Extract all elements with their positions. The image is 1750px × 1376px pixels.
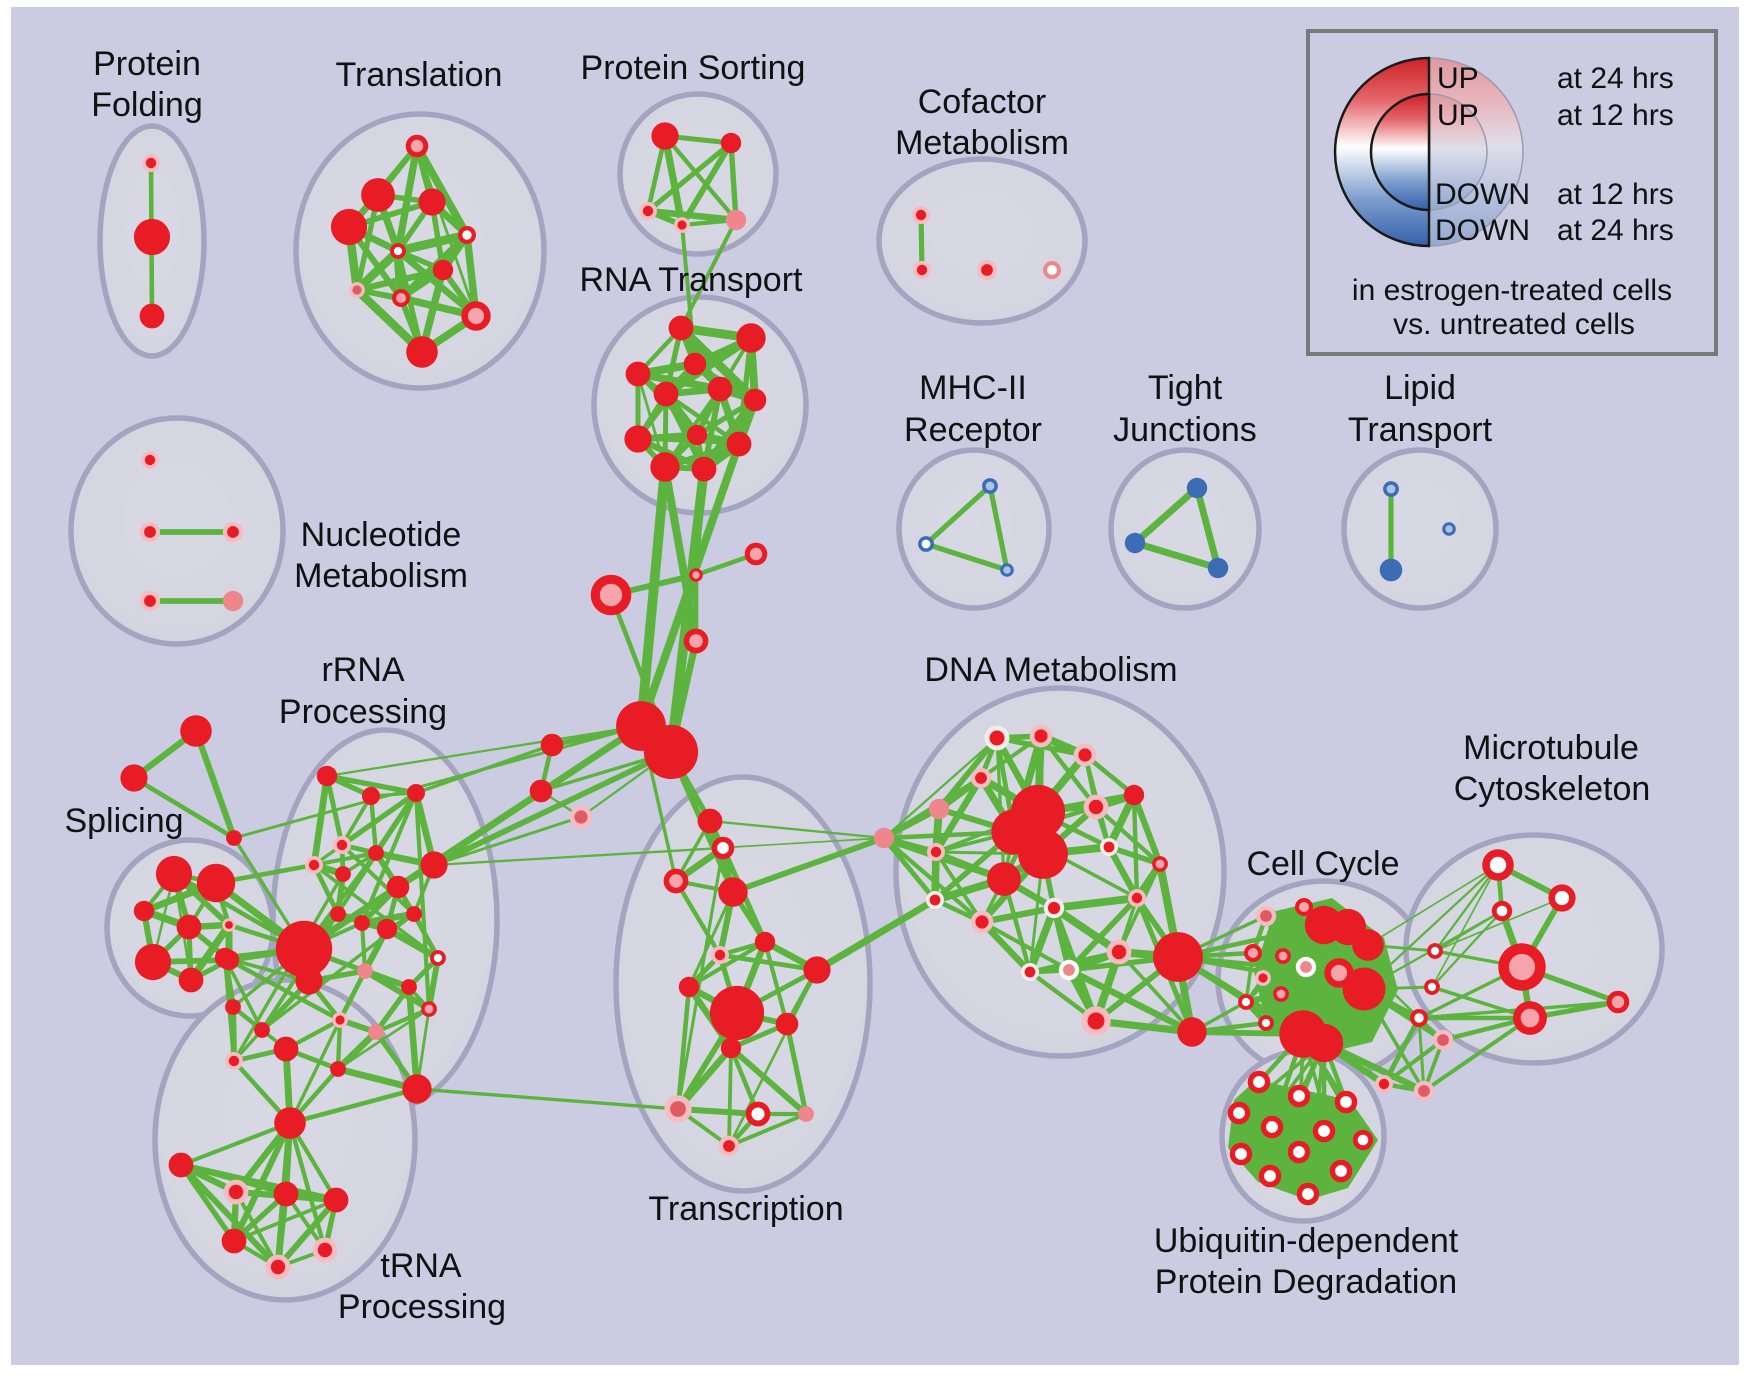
svg-text:DNA Metabolism: DNA Metabolism (924, 651, 1177, 689)
svg-text:Processing: Processing (279, 693, 447, 731)
svg-text:DOWN: DOWN (1435, 178, 1530, 211)
svg-text:at 24 hrs: at 24 hrs (1557, 62, 1674, 95)
svg-text:UP: UP (1437, 99, 1479, 132)
svg-text:Cytoskeleton: Cytoskeleton (1454, 770, 1651, 808)
svg-text:Splicing: Splicing (64, 802, 183, 840)
svg-text:Cofactor: Cofactor (918, 83, 1047, 121)
svg-text:Processing: Processing (338, 1288, 506, 1326)
svg-text:at 24 hrs: at 24 hrs (1557, 214, 1674, 247)
svg-text:Transport: Transport (1348, 411, 1493, 449)
svg-text:Cell Cycle: Cell Cycle (1246, 845, 1399, 883)
svg-text:UP: UP (1437, 62, 1479, 95)
svg-text:Tight: Tight (1148, 369, 1223, 407)
svg-text:Nucleotide: Nucleotide (301, 516, 462, 554)
svg-text:rRNA: rRNA (321, 651, 404, 689)
svg-text:Junctions: Junctions (1113, 411, 1257, 449)
svg-text:Protein Degradation: Protein Degradation (1155, 1263, 1457, 1301)
svg-text:MHC-II: MHC-II (919, 369, 1027, 407)
svg-text:DOWN: DOWN (1435, 214, 1530, 247)
svg-text:Metabolism: Metabolism (294, 557, 468, 595)
svg-text:Protein: Protein (93, 45, 201, 83)
svg-text:Translation: Translation (336, 56, 503, 94)
svg-text:Lipid: Lipid (1384, 369, 1456, 407)
svg-text:Ubiquitin-dependent: Ubiquitin-dependent (1154, 1222, 1459, 1260)
svg-text:vs. untreated cells: vs. untreated cells (1393, 308, 1635, 341)
svg-text:at 12 hrs: at 12 hrs (1557, 178, 1674, 211)
svg-text:Folding: Folding (91, 86, 203, 124)
svg-text:Receptor: Receptor (904, 411, 1042, 449)
svg-text:in estrogen-treated cells: in estrogen-treated cells (1352, 274, 1672, 307)
svg-text:at 12 hrs: at 12 hrs (1557, 99, 1674, 132)
svg-text:Protein Sorting: Protein Sorting (581, 49, 806, 87)
svg-text:Microtubule: Microtubule (1463, 729, 1639, 767)
svg-text:Metabolism: Metabolism (895, 124, 1069, 162)
svg-text:RNA Transport: RNA Transport (580, 261, 804, 299)
svg-text:tRNA: tRNA (380, 1247, 462, 1285)
svg-text:Transcription: Transcription (648, 1190, 843, 1228)
